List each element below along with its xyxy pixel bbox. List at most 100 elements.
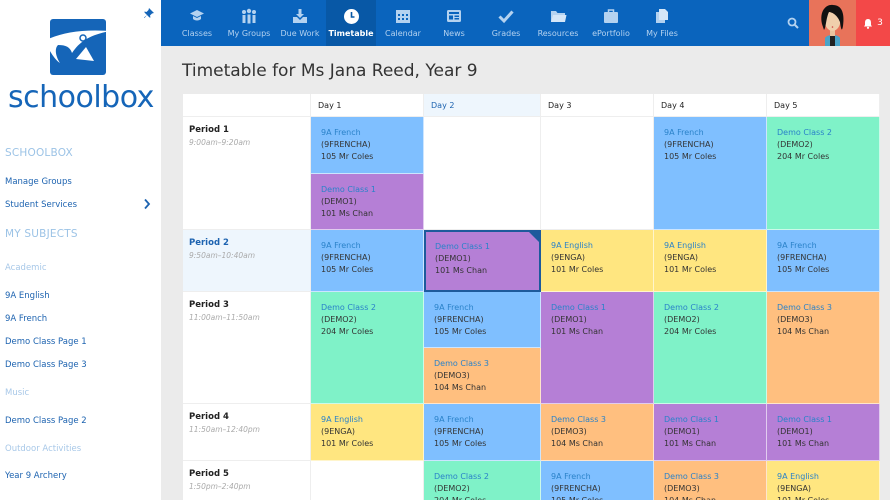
sidebar-item-year-9-archery[interactable]: Year 9 Archery bbox=[5, 471, 67, 481]
class-room-teacher: 105 Mr Coles bbox=[321, 265, 374, 274]
class-code: (9ENGA) bbox=[551, 253, 586, 262]
class-name[interactable]: Demo Class 3 bbox=[664, 472, 719, 481]
class-slot[interactable]: Demo Class 2 (DEMO2) 204 Mr Coles bbox=[654, 292, 767, 404]
class-slot[interactable]: Demo Class 1 (DEMO1) 101 Ms Chan bbox=[654, 404, 767, 461]
class-room-teacher: 101 Ms Chan bbox=[777, 439, 830, 448]
class-name[interactable]: Demo Class 2 bbox=[664, 303, 719, 312]
class-name[interactable]: 9A French bbox=[321, 128, 361, 137]
class-name[interactable]: 9A French bbox=[777, 241, 817, 250]
class-name[interactable]: Demo Class 2 bbox=[777, 128, 832, 137]
class-slot[interactable]: 9A French (9FRENCHA) 105 Mr Coles bbox=[424, 404, 541, 461]
nav-timetable[interactable]: Timetable bbox=[326, 0, 376, 46]
class-slot[interactable]: Demo Class 2 (DEMO2) 204 Mr Coles bbox=[424, 461, 541, 500]
schoolbox-wordmark[interactable]: schoolbox bbox=[8, 80, 154, 115]
class-slot[interactable]: 9A English (9ENGA) 101 Mr Coles bbox=[654, 230, 767, 292]
class-name[interactable]: 9A English bbox=[551, 241, 593, 250]
class-slot[interactable]: 9A French (9FRENCHA) 105 Mr Coles bbox=[541, 461, 654, 500]
class-name[interactable]: 9A French bbox=[551, 472, 591, 481]
timetable-grid: Day 1 Day 2 Day 3 Day 4 Day 5 Period 1 9… bbox=[183, 94, 880, 500]
class-slot[interactable]: 9A French (9FRENCHA) 105 Mr Coles bbox=[767, 230, 880, 292]
notification-count: 3 bbox=[877, 18, 883, 28]
selected-corner-marker bbox=[529, 232, 539, 242]
class-name[interactable]: 9A French bbox=[434, 415, 474, 424]
nav-due-work[interactable]: Due Work bbox=[275, 0, 325, 46]
class-room-teacher: 105 Mr Coles bbox=[434, 439, 487, 448]
class-name[interactable]: 9A English bbox=[664, 241, 706, 250]
nav-my-files[interactable]: My Files bbox=[637, 0, 687, 46]
top-navigation-bar: Classes My Groups Due Work Timetable Cal… bbox=[161, 0, 890, 46]
class-slot[interactable]: 9A French (9FRENCHA) 105 Mr Coles bbox=[424, 292, 541, 348]
class-slot-selected[interactable]: Demo Class 1 (DEMO1) 101 Ms Chan bbox=[424, 230, 541, 292]
class-name[interactable]: Demo Class 1 bbox=[321, 184, 376, 194]
pin-icon[interactable] bbox=[143, 7, 155, 19]
calendar-icon bbox=[394, 8, 412, 24]
sidebar-item-demo-class-page-3[interactable]: Demo Class Page 3 bbox=[5, 360, 87, 370]
sidebar-item-9a-french[interactable]: 9A French bbox=[5, 314, 48, 324]
class-name[interactable]: Demo Class 1 bbox=[777, 415, 832, 424]
class-room-teacher: 204 Mr Coles bbox=[434, 495, 540, 500]
class-code: (DEMO1) bbox=[435, 254, 471, 263]
class-room-teacher: 204 Mr Coles bbox=[664, 327, 717, 336]
class-code: (9ENGA) bbox=[664, 253, 699, 262]
page-title: Timetable for Ms Jana Reed, Year 9 bbox=[182, 61, 478, 81]
class-slot[interactable]: Demo Class 1 (DEMO1) 101 Ms Chan bbox=[311, 173, 424, 230]
nav-classes[interactable]: Classes bbox=[172, 0, 222, 46]
class-room-teacher: 105 Mr Coles bbox=[777, 265, 830, 274]
chevron-right-icon[interactable] bbox=[143, 198, 151, 210]
class-name[interactable]: Demo Class 1 bbox=[551, 303, 606, 312]
class-slot[interactable]: Demo Class 2 (DEMO2) 204 Mr Coles bbox=[311, 292, 424, 404]
class-slot[interactable]: 9A French (9FRENCHA) 105 Mr Coles bbox=[311, 230, 424, 292]
class-name[interactable]: Demo Class 3 bbox=[777, 303, 832, 312]
notifications-button[interactable]: 3 bbox=[856, 0, 890, 46]
class-slot[interactable]: 9A English (9ENGA) 101 Mr Coles bbox=[311, 404, 424, 461]
class-code: (DEMO1) bbox=[551, 315, 587, 324]
class-code: (DEMO2) bbox=[434, 484, 470, 493]
class-name[interactable]: 9A French bbox=[321, 241, 361, 250]
user-avatar[interactable] bbox=[809, 0, 856, 46]
class-name[interactable]: 9A French bbox=[664, 128, 704, 137]
class-name[interactable]: 9A English bbox=[777, 472, 819, 481]
nav-eportfolio[interactable]: ePortfolio bbox=[586, 0, 636, 46]
class-slot[interactable]: 9A English (9ENGA) 101 Mr Coles bbox=[767, 461, 880, 500]
class-slot[interactable]: Demo Class 1 (DEMO1) 101 Ms Chan bbox=[541, 292, 654, 404]
nav-news[interactable]: News bbox=[429, 0, 479, 46]
class-slot[interactable]: Demo Class 3 (DEMO3) 104 Ms Chan bbox=[654, 461, 767, 500]
empty-slot bbox=[424, 117, 541, 230]
schoolbox-logo-icon[interactable] bbox=[44, 19, 110, 75]
nav-calendar[interactable]: Calendar bbox=[378, 0, 428, 46]
class-room-teacher: 204 Mr Coles bbox=[321, 327, 374, 336]
sidebar-item-demo-class-page-2[interactable]: Demo Class Page 2 bbox=[5, 416, 87, 426]
class-slot[interactable]: Demo Class 1 (DEMO1) 101 Ms Chan bbox=[767, 404, 880, 461]
class-name[interactable]: Demo Class 1 bbox=[435, 242, 490, 251]
class-name[interactable]: Demo Class 3 bbox=[434, 359, 489, 368]
class-slot[interactable]: Demo Class 2 (DEMO2) 204 Mr Coles bbox=[767, 117, 880, 230]
class-slot[interactable]: Demo Class 3 (DEMO3) 104 Ms Chan bbox=[424, 348, 541, 404]
class-slot[interactable]: Demo Class 3 (DEMO3) 104 Ms Chan bbox=[767, 292, 880, 404]
sidebar-item-9a-english[interactable]: 9A English bbox=[5, 291, 50, 301]
class-code: (DEMO3) bbox=[551, 427, 587, 436]
class-room-teacher: 101 Ms Chan bbox=[435, 266, 488, 275]
class-name[interactable]: Demo Class 2 bbox=[434, 472, 489, 481]
class-room-teacher: 105 Mr Coles bbox=[434, 327, 487, 336]
nav-resources[interactable]: Resources bbox=[532, 0, 584, 46]
nav-grades[interactable]: Grades bbox=[481, 0, 531, 46]
class-room-teacher: 105 Mr Coles bbox=[321, 152, 374, 161]
class-slot[interactable]: 9A English (9ENGA) 101 Mr Coles bbox=[541, 230, 654, 292]
class-slot[interactable]: 9A French (9FRENCHA) 105 Mr Coles bbox=[654, 117, 767, 230]
class-room-teacher: 104 Ms Chan bbox=[551, 439, 604, 448]
class-name[interactable]: 9A English bbox=[321, 415, 363, 424]
class-slot[interactable]: 9A French (9FRENCHA) 105 Mr Coles bbox=[311, 117, 424, 174]
class-slot[interactable]: Demo Class 3 (DEMO3) 104 Ms Chan bbox=[541, 404, 654, 461]
class-name[interactable]: Demo Class 2 bbox=[321, 303, 376, 312]
class-name[interactable]: 9A French bbox=[434, 303, 474, 312]
sidebar-item-student-services[interactable]: Student Services bbox=[5, 200, 78, 210]
nav-my-groups[interactable]: My Groups bbox=[224, 0, 274, 46]
sidebar-item-manage-groups[interactable]: Manage Groups bbox=[5, 177, 72, 187]
sidebar-item-demo-class-page-1[interactable]: Demo Class Page 1 bbox=[5, 337, 87, 347]
class-room-teacher: 101 Mr Coles bbox=[664, 265, 717, 274]
page-margin bbox=[880, 94, 890, 500]
class-name[interactable]: Demo Class 1 bbox=[664, 415, 719, 424]
subject-group-music: Music bbox=[5, 388, 30, 398]
class-name[interactable]: Demo Class 3 bbox=[551, 415, 606, 424]
search-button[interactable] bbox=[777, 0, 809, 46]
